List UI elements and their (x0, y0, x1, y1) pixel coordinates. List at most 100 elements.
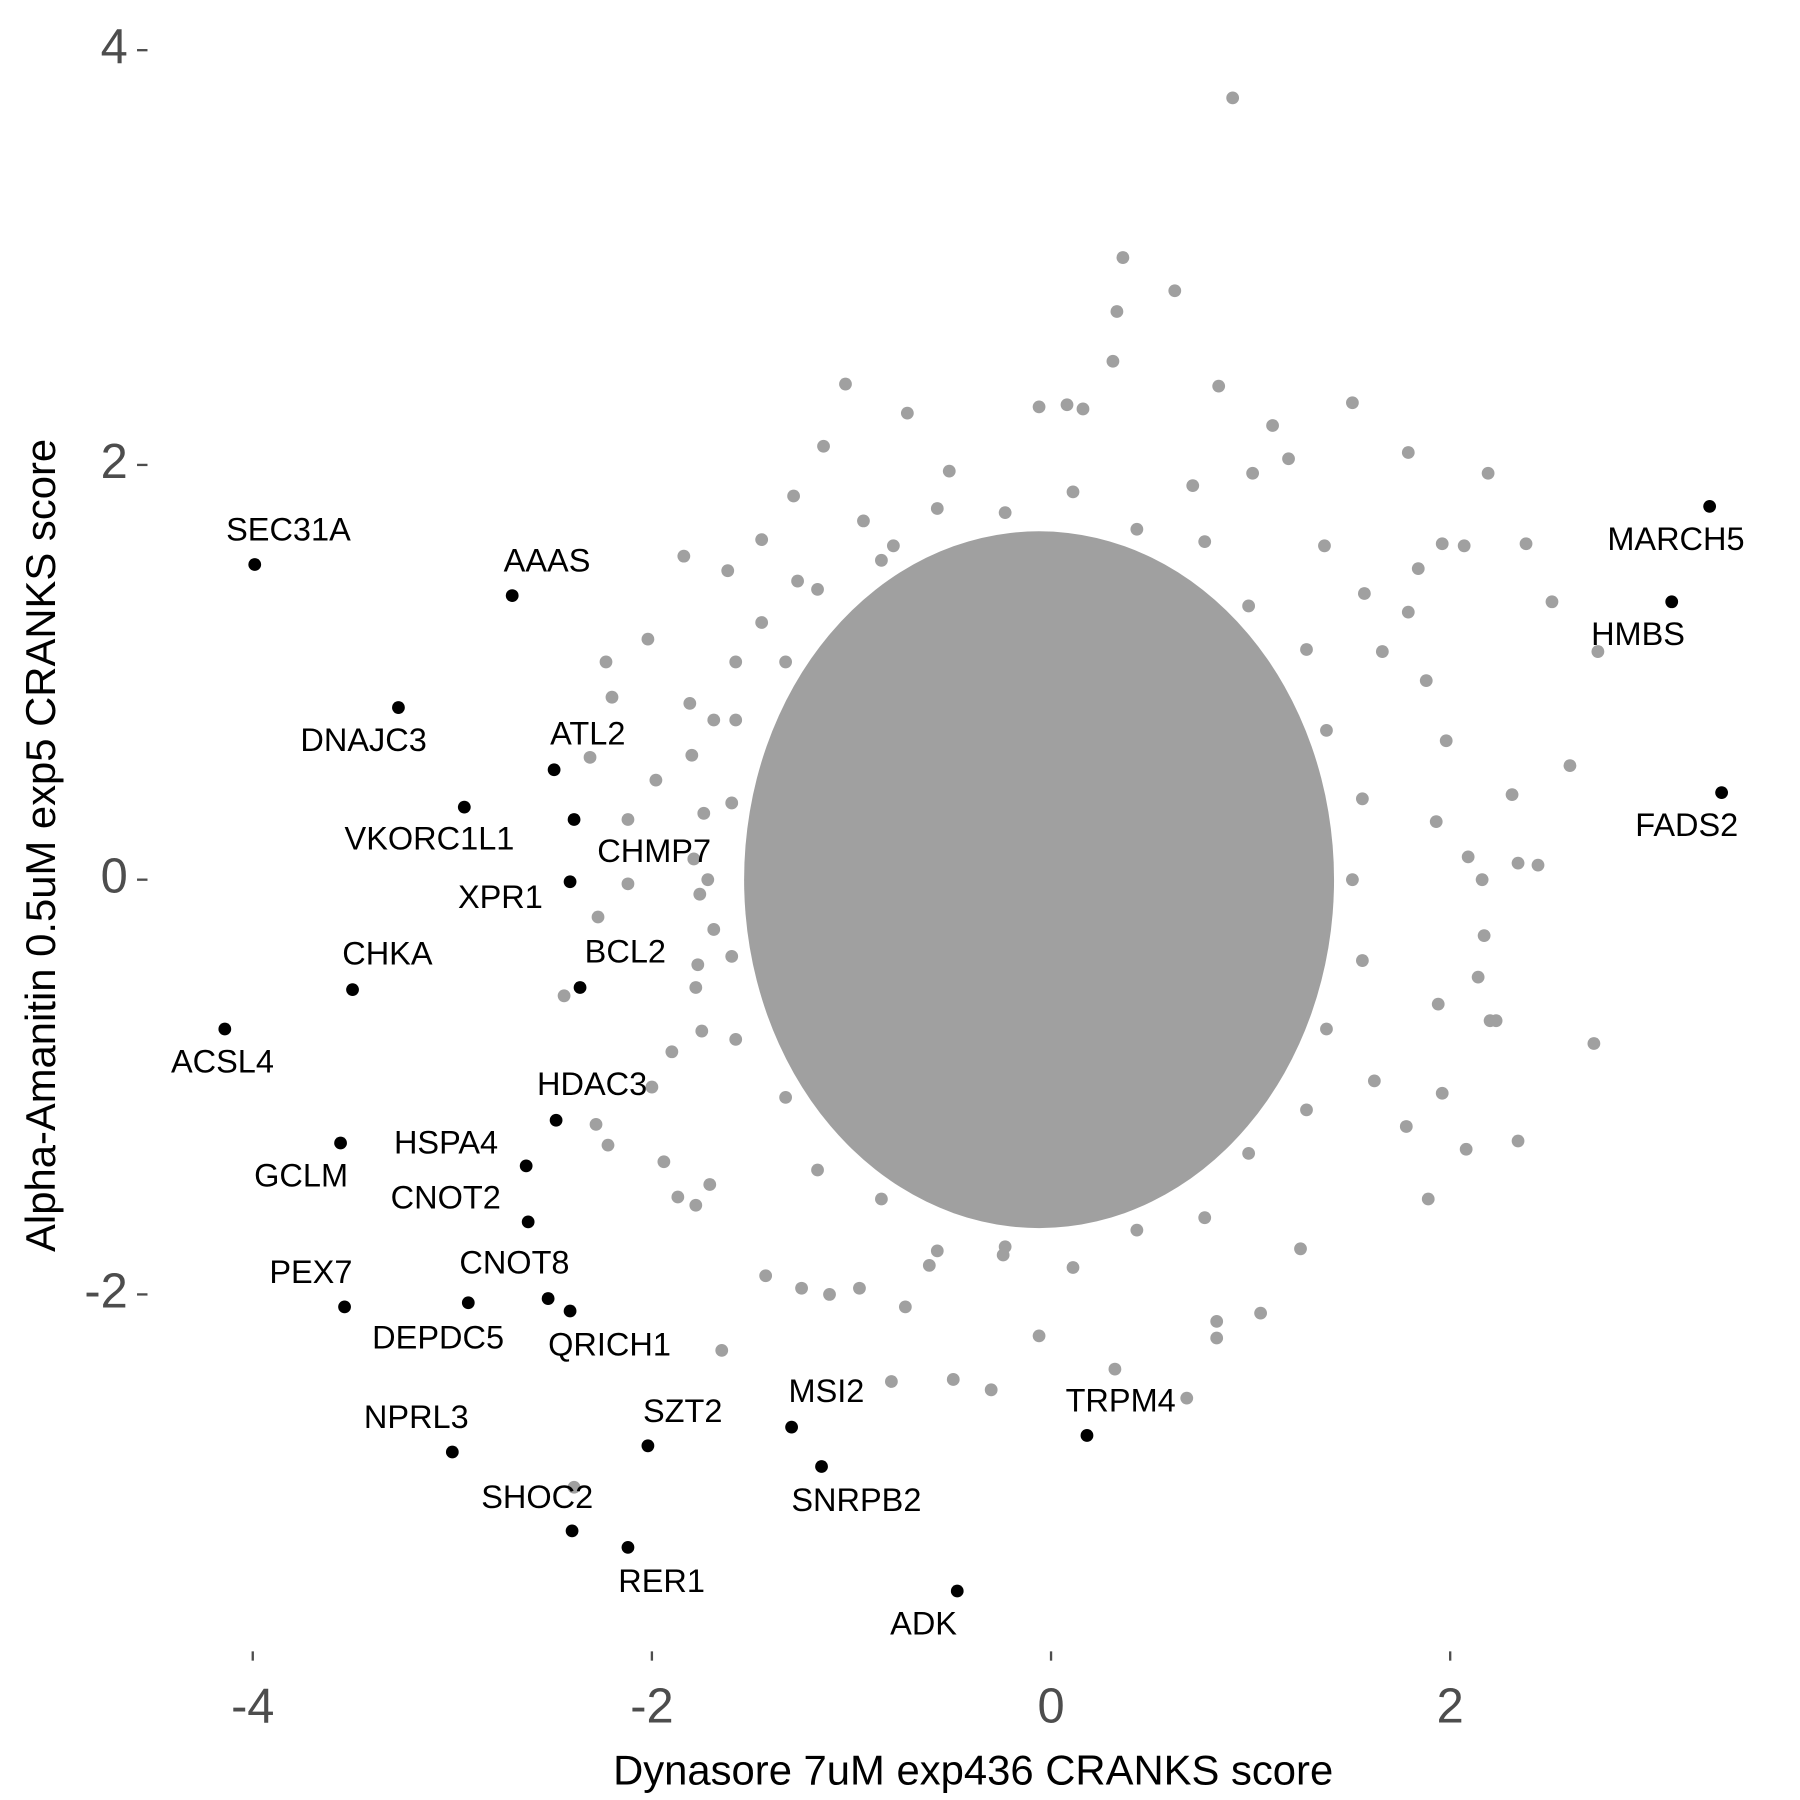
point (1198, 535, 1212, 549)
point (1186, 479, 1200, 493)
point (689, 981, 703, 994)
y-tick-label: -2 (84, 1264, 127, 1318)
point (641, 632, 655, 646)
point-label: AAAS (504, 543, 591, 579)
point-label: GCLM (254, 1157, 348, 1193)
point (1130, 522, 1144, 536)
point (779, 655, 793, 669)
point (547, 763, 561, 777)
point (693, 887, 707, 901)
point-label: XPR1 (458, 879, 543, 915)
point (721, 564, 735, 578)
point (998, 506, 1012, 520)
x-tick-label: 2 (1437, 1679, 1464, 1733)
point (346, 983, 359, 996)
point (1477, 929, 1491, 943)
point-label: SNRPB2 (791, 1482, 921, 1518)
point (1076, 402, 1090, 416)
y-tick-label: 0 (101, 850, 128, 904)
point (875, 1192, 888, 1206)
point (1435, 537, 1449, 551)
point (1168, 284, 1182, 298)
point (1511, 856, 1525, 870)
point (1108, 1362, 1122, 1376)
point-label: TRPM4 (1066, 1383, 1176, 1419)
point (1703, 500, 1717, 513)
point (1591, 645, 1605, 658)
point (729, 1032, 743, 1046)
point (839, 377, 852, 391)
point-label: CNOT8 (459, 1244, 569, 1280)
point (1032, 1329, 1046, 1343)
point (1242, 599, 1256, 613)
point (695, 1024, 709, 1038)
point-label: PEX7 (269, 1254, 352, 1290)
point (683, 697, 697, 710)
point (715, 1344, 729, 1357)
point (549, 1113, 563, 1127)
point-label: HDAC3 (537, 1066, 647, 1102)
point-label: BCL2 (585, 933, 666, 969)
x-tick-label: 0 (1037, 1679, 1064, 1733)
point-label: VKORC1L1 (345, 820, 515, 856)
point (1116, 251, 1130, 264)
point-label: DNAJC3 (300, 722, 426, 758)
point (779, 1091, 793, 1104)
point (729, 655, 743, 669)
point-label: MARCH5 (1607, 521, 1744, 557)
point (565, 1524, 579, 1538)
point (1399, 1120, 1413, 1133)
x-tick-label: -4 (231, 1679, 274, 1733)
point (1435, 1086, 1449, 1100)
dense-core (744, 531, 1335, 1229)
point (1475, 873, 1489, 887)
point-label: DEPDC5 (372, 1319, 504, 1355)
point-label: MSI2 (789, 1373, 865, 1409)
point (591, 910, 605, 924)
point (707, 923, 721, 936)
point (248, 558, 262, 571)
point (1481, 466, 1495, 480)
point (759, 1269, 773, 1283)
point (725, 950, 739, 963)
point (589, 1117, 603, 1131)
point (1320, 723, 1333, 737)
point (930, 1244, 944, 1258)
point (697, 806, 711, 820)
point (1367, 1074, 1381, 1088)
point (1212, 379, 1226, 393)
point (392, 701, 405, 714)
point (1715, 786, 1729, 799)
point (557, 989, 571, 1003)
y-tick-label: 4 (101, 20, 128, 74)
point (1459, 1142, 1473, 1156)
point (1355, 954, 1369, 967)
point (567, 813, 581, 826)
point (1375, 645, 1389, 658)
point (811, 1163, 824, 1177)
point (1080, 1429, 1094, 1442)
point (875, 553, 888, 567)
point (785, 1420, 798, 1434)
point-label: CHKA (342, 936, 433, 972)
point (218, 1022, 232, 1036)
point (853, 1281, 866, 1295)
point-label: ADK (890, 1605, 957, 1641)
point (1471, 970, 1485, 984)
point (1294, 1242, 1307, 1256)
point-label: HMBS (1591, 616, 1685, 652)
point (755, 616, 769, 629)
point (605, 690, 619, 704)
point (857, 514, 870, 528)
point (563, 1304, 577, 1318)
point (1431, 997, 1445, 1011)
point-label: ACSL4 (171, 1043, 274, 1079)
point (1563, 759, 1577, 773)
point (823, 1288, 836, 1301)
point-label: RER1 (618, 1563, 705, 1599)
point (1439, 734, 1453, 748)
point (946, 1373, 960, 1386)
point (645, 1080, 659, 1094)
point (1032, 400, 1046, 414)
